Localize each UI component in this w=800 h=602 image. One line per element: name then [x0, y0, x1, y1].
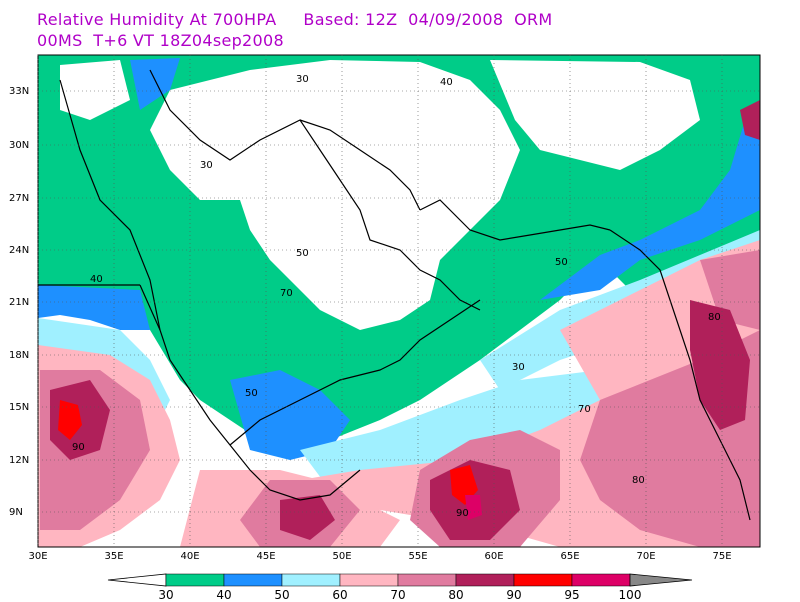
lat-label: 24N [9, 245, 30, 256]
contour-label: 80 [632, 475, 645, 486]
lon-label: 50E [332, 551, 352, 562]
contour-label: 70 [578, 404, 591, 415]
colorbar-low-arrow [107, 573, 167, 587]
contour-label: 30 [200, 160, 213, 171]
contour-label: 90 [456, 508, 469, 519]
lat-label: 21N [9, 297, 30, 308]
map-fields [38, 55, 760, 547]
lon-label: 35E [104, 551, 124, 562]
contour-label: 90 [72, 442, 85, 453]
colorbar-label: 30 [158, 588, 174, 602]
contour-label: 30 [296, 74, 309, 85]
lon-label: 70E [636, 551, 656, 562]
contour-label: 50 [555, 257, 568, 268]
map-frame [37, 54, 761, 548]
lat-label: 15N [9, 402, 30, 413]
contour-label: 30 [512, 362, 525, 373]
lon-label: 65E [560, 551, 580, 562]
contour-label: 40 [440, 77, 453, 88]
lat-label: 33N [9, 86, 30, 97]
lon-label: 40E [180, 551, 200, 562]
map-subtitle: 00MS T+6 VT 18Z04sep2008 [37, 31, 284, 50]
colorbar-label: 70 [390, 588, 406, 602]
map-title: Relative Humidity At 700HPA Based: 12Z 0… [37, 10, 553, 29]
contour-labels: 30 40 30 50 70 50 70 80 80 90 90 50 30 4… [72, 74, 721, 519]
contour-label: 50 [245, 388, 258, 399]
colorbar-label: 90 [506, 588, 522, 602]
colorbar-label: 50 [274, 588, 290, 602]
colorbar-label: 60 [332, 588, 348, 602]
colorbar-label: 80 [448, 588, 464, 602]
lon-label: 55E [408, 551, 428, 562]
lat-label: 9N [9, 507, 23, 518]
colorbar [107, 573, 693, 587]
lat-label: 12N [9, 455, 30, 466]
colorbar-label: 40 [216, 588, 232, 602]
colorbar-label: 95 [564, 588, 580, 602]
lat-label: 18N [9, 350, 30, 361]
colorbar-high-arrow [629, 573, 693, 587]
lon-label: 75E [712, 551, 732, 562]
contour-label: 80 [708, 312, 721, 323]
lon-label: 45E [256, 551, 276, 562]
contour-label: 50 [296, 248, 309, 259]
contour-label: 40 [90, 274, 103, 285]
lon-label: 30E [28, 551, 48, 562]
lon-label: 60E [484, 551, 504, 562]
colorbar-label: 100 [618, 588, 642, 602]
graticule [37, 55, 760, 547]
lat-label: 27N [9, 193, 30, 204]
contour-label: 70 [280, 288, 293, 299]
lat-label: 30N [9, 140, 30, 151]
